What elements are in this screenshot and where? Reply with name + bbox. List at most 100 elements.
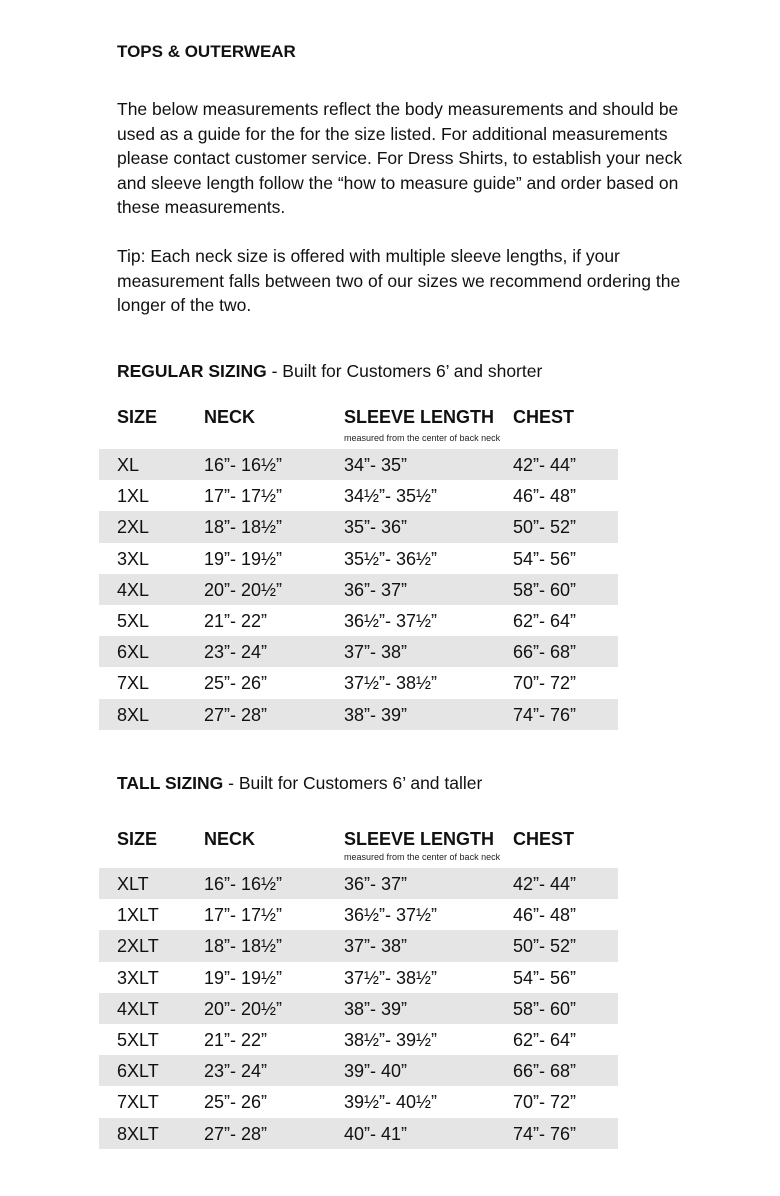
table-cell: 17”- 17½” (204, 905, 283, 926)
table-cell: 23”- 24” (204, 642, 268, 663)
table-cell: 37½”- 38½” (344, 967, 438, 988)
table-cell: 18”- 18½” (204, 517, 283, 538)
table-row: 6XLT 23”- 24” 39”- 40” 66”- 68” (99, 1055, 618, 1087)
table-row: 4XL 20”- 20½” 36”- 37” 58”- 60” (99, 573, 618, 605)
table-cell: 2XLT (117, 936, 159, 957)
table-cell: 38½”- 39½” (344, 1029, 438, 1050)
table-cell: 7XLT (117, 1092, 159, 1113)
table-cell: 54”- 56” (513, 548, 577, 569)
table-row: 5XL 21”- 22” 36½”- 37½” 62”- 64” (99, 605, 618, 636)
table-cell: 54”- 56” (513, 967, 577, 988)
intro-text: The below measurements reflect the body … (117, 99, 683, 217)
table-cell: 36½”- 37½” (344, 905, 438, 926)
table-row: 7XLT 25”- 26” 39½”- 40½” 70”- 72” (99, 1086, 618, 1117)
table-cell: 19”- 19½” (204, 967, 283, 988)
header-chest: CHEST (513, 829, 575, 849)
table-cell: 34”- 35” (344, 455, 408, 475)
table-row: 5XLT 21”- 22” 38½”- 39½” 62”- 64” (99, 1024, 618, 1055)
table-cell: 3XL (117, 548, 150, 569)
table-row: 1XLT 17”- 17½” 36½”- 37½” 46”- 48” (99, 899, 618, 930)
table-cell: 4XLT (117, 998, 159, 1019)
table-cell: 35½”- 36½” (344, 548, 438, 569)
table-cell: 6XL (117, 642, 150, 663)
table-cell: 37”- 38” (344, 642, 408, 663)
table-cell: 39½”- 40½” (344, 1092, 438, 1113)
table-cell: XLT (117, 874, 149, 894)
table-cell: 36½”- 37½” (344, 610, 438, 631)
table-cell: 40”- 41” (344, 1123, 408, 1144)
table-cell: 74”- 76” (513, 1123, 577, 1144)
table-cell: 27”- 28” (204, 1123, 268, 1144)
table-cell: 50”- 52” (513, 517, 577, 538)
tall-section-title: TALL SIZING - Built for Customers 6’ and… (117, 773, 483, 793)
page-title: TOPS & OUTERWEAR (117, 42, 296, 61)
table-cell: 23”- 24” (204, 1061, 268, 1082)
header-neck: NECK (204, 407, 256, 427)
table-cell: 4XL (117, 579, 150, 600)
table-cell: 46”- 48” (513, 905, 577, 926)
table-cell: 62”- 64” (513, 1029, 577, 1050)
header-size: SIZE (117, 407, 158, 427)
table-cell: 16”- 16½” (204, 455, 283, 475)
table-cell: 21”- 22” (204, 1029, 268, 1050)
table-cell: 19”- 19½” (204, 548, 283, 569)
table-cell: 38”- 39” (344, 998, 408, 1019)
table-cell: 39”- 40” (344, 1061, 408, 1082)
sleeve-note: measured from the center of back neck (344, 852, 501, 862)
table-row: 2XLT 18”- 18½” 37”- 38” 50”- 52” (99, 930, 618, 962)
table-cell: 34½”- 35½” (344, 486, 438, 507)
table-cell: 58”- 60” (513, 579, 577, 600)
table-cell: 6XLT (117, 1061, 159, 1082)
table-cell: XL (117, 455, 140, 475)
table-cell: 5XLT (117, 1029, 159, 1050)
table-cell: 20”- 20½” (204, 998, 283, 1019)
table-cell: 25”- 26” (204, 1092, 268, 1113)
table-cell: 50”- 52” (513, 936, 577, 957)
header-chest: CHEST (513, 407, 575, 427)
table-cell: 58”- 60” (513, 998, 577, 1019)
table-cell: 36”- 37” (344, 579, 408, 600)
table-cell: 1XLT (117, 905, 159, 926)
table-cell: 74”- 76” (513, 704, 577, 725)
header-size: SIZE (117, 829, 158, 849)
table-cell: 38”- 39” (344, 704, 408, 725)
table-cell: 35”- 36” (344, 517, 408, 538)
header-sleeve: SLEEVE LENGTH (344, 407, 495, 427)
table-cell: 8XLT (117, 1123, 159, 1144)
table-cell: 18”- 18½” (204, 936, 283, 957)
regular-section-title: REGULAR SIZING - Built for Customers 6’ … (117, 361, 543, 381)
tall-size-table: XLT 16”- 16½” 36”- 37” 42”- 44” 1XLT 17”- 17½… (99, 868, 618, 1149)
table-row: 4XLT 20”- 20½” 38”- 39” 58”- 60” (99, 992, 618, 1024)
table-cell: 5XL (117, 610, 150, 631)
table-row: 2XL 18”- 18½” 35”- 36” 50”- 52” (99, 511, 618, 543)
table-cell: 8XL (117, 704, 150, 725)
table-cell: 7XL (117, 673, 150, 694)
table-cell: 62”- 64” (513, 610, 577, 631)
table-cell: 36”- 37” (344, 874, 408, 894)
regular-size-table: XL 16”- 16½” 34”- 35” 42”- 44” 1XL 17”- 17½” 3… (99, 449, 618, 730)
table-cell: 20”- 20½” (204, 579, 283, 600)
table-cell: 37½”- 38½” (344, 673, 438, 694)
table-cell: 70”- 72” (513, 673, 577, 694)
table-cell: 21”- 22” (204, 610, 268, 631)
table-cell: 66”- 68” (513, 642, 577, 663)
table-row: 7XL 25”- 26” 37½”- 38½” 70”- 72” (99, 667, 618, 698)
table-cell: 37”- 38” (344, 936, 408, 957)
table-cell: 66”- 68” (513, 1061, 577, 1082)
table-row: 6XL 23”- 24” 37”- 38” 66”- 68” (99, 636, 618, 668)
table-cell: 1XL (117, 486, 150, 507)
table-cell: 16”- 16½” (204, 874, 283, 894)
table-row: 8XLT 27”- 28” 40”- 41” 74”- 76” (99, 1117, 618, 1149)
table-cell: 27”- 28” (204, 704, 268, 725)
table-row: 8XL 27”- 28” 38”- 39” 74”- 76” (99, 698, 618, 730)
table-cell: 17”- 17½” (204, 486, 283, 507)
table-cell: 42”- 44” (513, 455, 577, 475)
table-cell: 3XLT (117, 967, 159, 988)
table-cell: 25”- 26” (204, 673, 268, 694)
tip-text: Tip: Each neck size is offered with mult… (117, 246, 681, 315)
table-row: 3XLT 19”- 19½” 37½”- 38½” 54”- 56” (99, 962, 618, 993)
table-cell: 70”- 72” (513, 1092, 577, 1113)
table-cell: 2XL (117, 517, 150, 538)
header-neck: NECK (204, 829, 256, 849)
table-cell: 46”- 48” (513, 486, 577, 507)
